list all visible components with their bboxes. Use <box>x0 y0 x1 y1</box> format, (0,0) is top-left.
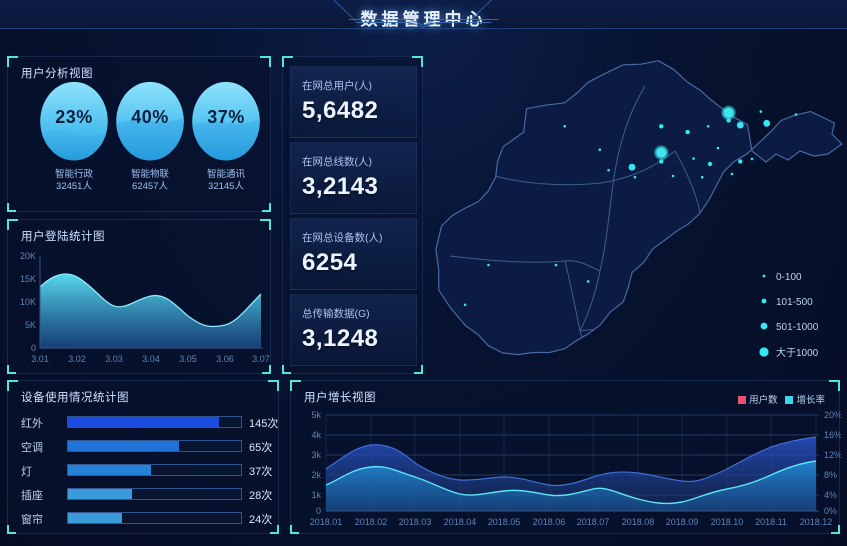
svg-text:2018.10: 2018.10 <box>711 517 744 527</box>
svg-text:20%: 20% <box>824 410 841 420</box>
svg-text:3.01: 3.01 <box>31 354 49 364</box>
svg-text:501-1000: 501-1000 <box>776 322 819 333</box>
svg-text:2018.04: 2018.04 <box>444 517 477 527</box>
svg-text:2k: 2k <box>311 470 321 480</box>
svg-text:0%: 0% <box>824 506 837 516</box>
svg-text:101-500: 101-500 <box>776 297 813 308</box>
svg-text:4k: 4k <box>311 430 321 440</box>
svg-text:3k: 3k <box>311 450 321 460</box>
svg-text:5K: 5K <box>25 320 36 330</box>
svg-text:2018.01: 2018.01 <box>310 517 343 527</box>
svg-text:3.07: 3.07 <box>252 354 270 364</box>
svg-text:3.02: 3.02 <box>68 354 86 364</box>
svg-text:2018.08: 2018.08 <box>622 517 655 527</box>
svg-text:2018.11: 2018.11 <box>755 517 787 527</box>
svg-text:5k: 5k <box>311 410 321 420</box>
svg-text:4%: 4% <box>824 490 837 500</box>
svg-text:8%: 8% <box>824 470 837 480</box>
svg-text:10K: 10K <box>20 297 36 307</box>
svg-text:0: 0 <box>31 343 36 353</box>
svg-text:1k: 1k <box>311 490 321 500</box>
svg-text:15K: 15K <box>20 274 36 284</box>
svg-text:2018.05: 2018.05 <box>488 517 521 527</box>
svg-text:2018.02: 2018.02 <box>355 517 388 527</box>
svg-text:2018.06: 2018.06 <box>533 517 566 527</box>
svg-text:12%: 12% <box>824 450 841 460</box>
svg-text:0: 0 <box>316 506 321 516</box>
svg-text:3.05: 3.05 <box>179 354 197 364</box>
svg-text:2018.12: 2018.12 <box>800 517 833 527</box>
svg-text:16%: 16% <box>824 430 841 440</box>
svg-text:2018.03: 2018.03 <box>399 517 432 527</box>
svg-text:2018.09: 2018.09 <box>666 517 699 527</box>
svg-text:3.03: 3.03 <box>105 354 123 364</box>
svg-text:20K: 20K <box>20 251 36 261</box>
svg-text:3.04: 3.04 <box>142 354 160 364</box>
svg-text:2018.07: 2018.07 <box>577 517 610 527</box>
svg-text:0-100: 0-100 <box>776 272 802 283</box>
svg-text:3.06: 3.06 <box>216 354 234 364</box>
svg-text:大于1000: 大于1000 <box>776 346 819 359</box>
